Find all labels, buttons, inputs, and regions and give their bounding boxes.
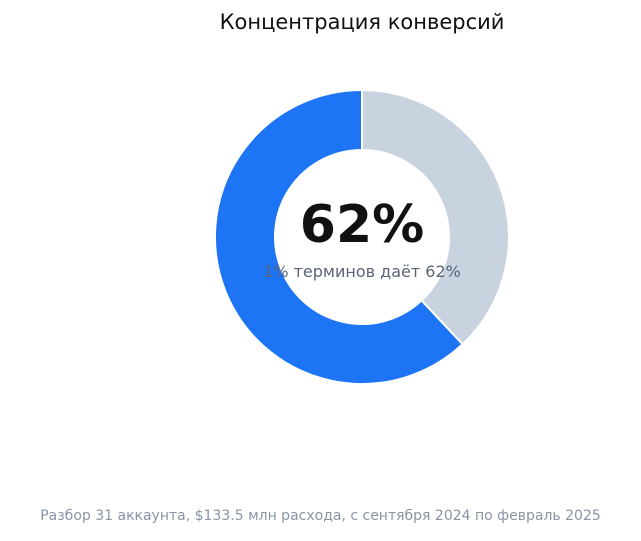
donut-slice-1 xyxy=(213,88,465,385)
footer-note: Разбор 31 аккаунта, $133.5 млн расхода, … xyxy=(40,508,601,524)
donut-slice-2 xyxy=(361,88,510,346)
center-value-label: 62% xyxy=(300,195,424,255)
center-caption-label: 1% терминов даёт 62% xyxy=(263,262,461,281)
donut-slices xyxy=(213,88,510,385)
chart-title: Концентрация конверсий xyxy=(219,10,505,34)
